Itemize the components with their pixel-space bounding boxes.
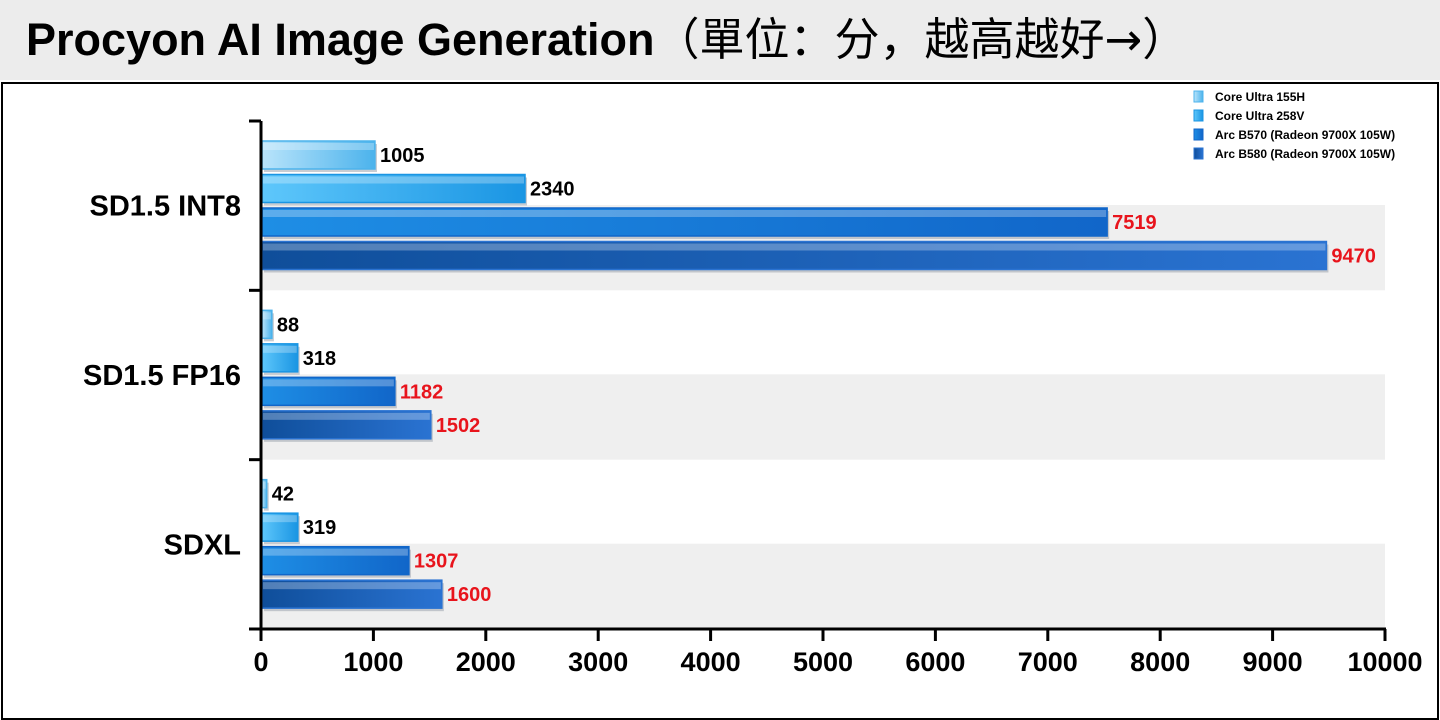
bar-highlight — [263, 243, 1326, 251]
value-label: 1005 — [380, 145, 425, 167]
value-label: 7519 — [1112, 212, 1157, 234]
legend-swatch — [1193, 147, 1204, 160]
value-label: 88 — [277, 314, 299, 336]
x-tick-label: 3000 — [568, 647, 628, 677]
bar — [261, 512, 299, 542]
legend-swatch — [1193, 109, 1204, 122]
x-tick-label: 10000 — [1347, 647, 1422, 677]
chart-title: Procyon AI Image Generation（單位：分，越高越好→） — [26, 8, 1187, 72]
title-bar: Procyon AI Image Generation（單位：分，越高越好→） — [0, 0, 1440, 80]
x-tick-label: 8000 — [1130, 647, 1190, 677]
legend-label: Core Ultra 258V — [1215, 109, 1304, 123]
chart-title-main: Procyon AI Image Generation — [26, 14, 655, 65]
bar — [261, 343, 299, 373]
bar — [261, 579, 443, 609]
legend-label: Core Ultra 155H — [1215, 90, 1305, 104]
chart-title-suffix: （單位：分，越高越好→） — [654, 13, 1188, 66]
bar — [261, 240, 1328, 271]
x-tick-label: 9000 — [1243, 647, 1303, 677]
bar — [261, 173, 526, 204]
value-label: 1307 — [414, 551, 459, 573]
x-tick-label: 2000 — [456, 647, 516, 677]
bar — [261, 376, 396, 407]
legend-label: Arc B580 (Radeon 9700X 105W) — [1215, 147, 1395, 161]
x-tick-label: 4000 — [681, 647, 741, 677]
x-tick-label: 0 — [253, 647, 268, 677]
value-label: 42 — [272, 484, 294, 506]
value-label: 319 — [303, 517, 336, 539]
bar-highlight — [263, 143, 374, 150]
bar — [261, 207, 1108, 237]
legend-swatch — [1193, 128, 1204, 141]
bar-highlight — [263, 176, 525, 184]
category-band — [261, 543, 1385, 629]
bar-highlight — [263, 548, 408, 556]
value-label: 9470 — [1331, 246, 1376, 268]
x-tick-label: 6000 — [905, 647, 965, 677]
value-label: 1182 — [400, 381, 443, 403]
category-band — [261, 374, 1385, 460]
value-label: 1600 — [447, 584, 492, 606]
value-label: 2340 — [530, 179, 575, 201]
category-label: SDXL — [164, 529, 241, 561]
legend-swatch — [1193, 90, 1204, 103]
value-label: 318 — [303, 348, 336, 370]
bar-highlight — [263, 481, 266, 489]
category-label: SD1.5 FP16 — [83, 360, 241, 392]
value-label: 1502 — [436, 415, 481, 437]
x-tick-label: 7000 — [1018, 647, 1078, 677]
legend-label: Arc B570 (Radeon 9700X 105W) — [1215, 128, 1395, 142]
bar-highlight — [263, 515, 297, 523]
bar-highlight — [263, 210, 1107, 217]
bar-highlight — [263, 312, 271, 320]
bar-highlight — [263, 412, 430, 420]
bar-highlight — [263, 379, 394, 387]
x-tick-label: 5000 — [793, 647, 853, 677]
bar-highlight — [263, 582, 441, 590]
category-label: SD1.5 INT8 — [90, 191, 242, 223]
bar-highlight — [263, 345, 297, 353]
chart-frame: 1005 2340 7519 9470 SD1.5 INT8 88 318 1182 1502 S… — [1, 82, 1439, 720]
x-tick-label: 1000 — [343, 647, 403, 677]
bar — [261, 140, 376, 170]
